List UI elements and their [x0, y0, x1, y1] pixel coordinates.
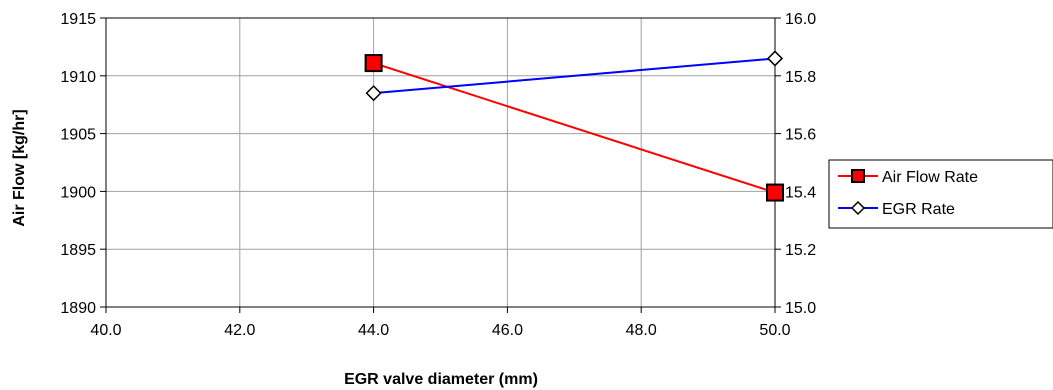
x-tick-label: 46.0 [492, 322, 523, 339]
series-line-egr-rate [373, 57, 776, 95]
legend: Air Flow Rate EGR Rate [828, 159, 1053, 229]
data-point [364, 54, 383, 73]
data-point [766, 50, 784, 67]
x-tick-label: 48.0 [626, 322, 657, 339]
y-tick-label: 1915 [60, 11, 96, 28]
legend-marker-egr-rate [850, 200, 866, 216]
plot-border [105, 17, 776, 308]
y-tick-label: 1905 [60, 127, 96, 144]
legend-label-egr-rate: EGR Rate [882, 201, 955, 218]
data-point [365, 85, 382, 102]
legend-box [828, 159, 1053, 229]
legend-label-air-flow-rate: Air Flow Rate [882, 169, 978, 186]
x-tick-label: 44.0 [358, 322, 389, 339]
y-tick-label: 1890 [60, 300, 96, 317]
y-axis-title: Air Flow [kg/hr] [11, 109, 28, 226]
y2-tick-label: 16.0 [785, 11, 816, 28]
x-tick-label: 50.0 [759, 322, 790, 339]
data-point [766, 183, 784, 202]
y-tick-label: 1910 [60, 69, 96, 86]
y2-tick-label: 15.8 [785, 69, 816, 86]
x-tick-label: 42.0 [224, 322, 255, 339]
y-tick-label: 1895 [60, 242, 96, 259]
series-line-air-flow-rate [373, 62, 776, 194]
y2-tick-label: 15.4 [785, 184, 816, 201]
y2-tick-label: 15.6 [785, 127, 816, 144]
x-axis-title: EGR valve diameter (mm) [344, 371, 538, 388]
y2-tick-label: 15.2 [785, 242, 816, 259]
grid-layer [105, 17, 776, 308]
series-layer [364, 50, 784, 202]
legend-marker-air-flow-rate [851, 169, 865, 183]
axis-layer: 40.0 42.0 44.0 46.0 48.0 50.0 1890 1895 1900 1905… [60, 11, 816, 339]
y-tick-label: 1900 [60, 184, 96, 201]
x-tick-label: 40.0 [90, 322, 121, 339]
y2-tick-label: 15.0 [785, 300, 816, 317]
